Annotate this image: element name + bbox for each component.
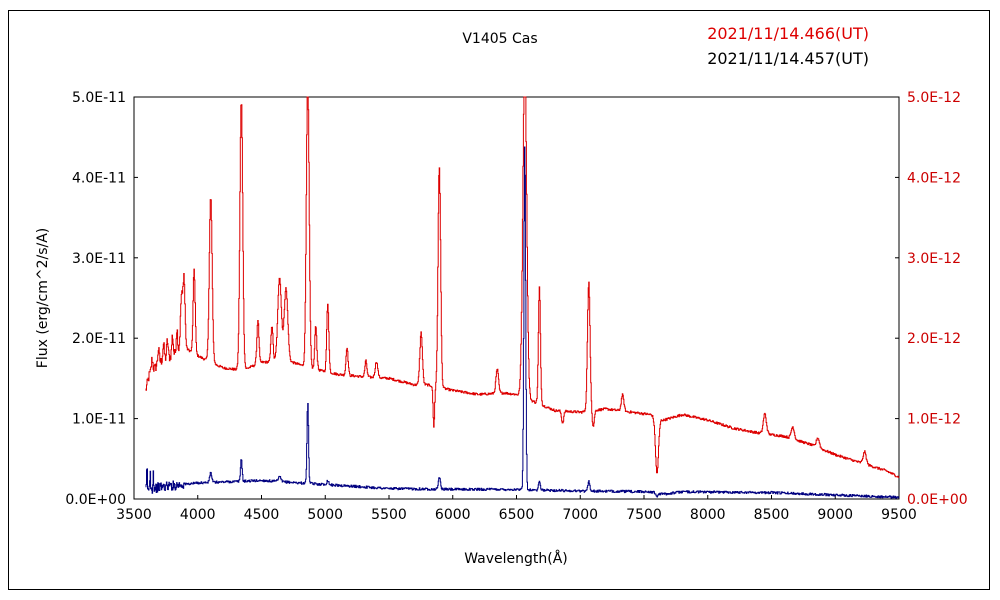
x-tick-label: 9500 <box>881 507 917 523</box>
y-axis-label: Flux (erg/cm^2/s/A) <box>35 228 51 368</box>
y-left-tick-label: 1.0E-11 <box>72 412 126 428</box>
x-tick-label: 9000 <box>817 507 853 523</box>
chart-title: V1405 Cas <box>462 31 537 47</box>
y-right-tick-label: 2.0E-12 <box>907 331 961 347</box>
y-left-tick-label: 4.0E-11 <box>72 170 126 186</box>
y-right-tick-label: 3.0E-12 <box>907 251 961 267</box>
chart-frame: V1405 Cas 2021/11/14.466(UT) 2021/11/14.… <box>8 10 990 590</box>
y-right-tick-label: 0.0E+00 <box>907 492 968 508</box>
x-tick-label: 6000 <box>435 507 471 523</box>
y-left-tick-label: 5.0E-11 <box>72 90 126 106</box>
y-right-tick-label: 5.0E-12 <box>907 90 961 106</box>
legend-entry-2: 2021/11/14.457(UT) <box>707 49 869 68</box>
x-axis-label: Wavelength(Å) <box>464 550 568 567</box>
x-tick-label: 4000 <box>180 507 216 523</box>
y-left-tick-label: 3.0E-11 <box>72 251 126 267</box>
x-tick-label: 8500 <box>754 507 790 523</box>
x-tick-label: 7000 <box>562 507 598 523</box>
plot-area <box>133 96 900 500</box>
x-tick-label: 6500 <box>499 507 535 523</box>
y-right-tick-label: 1.0E-12 <box>907 412 961 428</box>
spectrum-chart: V1405 Cas 2021/11/14.466(UT) 2021/11/14.… <box>35 24 968 567</box>
x-tick-label: 7500 <box>626 507 662 523</box>
legend-entry-1: 2021/11/14.466(UT) <box>707 24 869 43</box>
x-tick-label: 5000 <box>307 507 343 523</box>
x-tick-label: 5500 <box>371 507 407 523</box>
x-tick-label: 4500 <box>244 507 280 523</box>
spectrum-series-1 <box>145 96 900 478</box>
x-tick-label: 3500 <box>116 507 152 523</box>
y-left-tick-label: 2.0E-11 <box>72 331 126 347</box>
y-right-tick-label: 4.0E-12 <box>907 170 961 186</box>
spectrum-series-2 <box>145 146 900 499</box>
y-left-tick-label: 0.0E+00 <box>65 492 126 508</box>
x-tick-label: 8000 <box>690 507 726 523</box>
